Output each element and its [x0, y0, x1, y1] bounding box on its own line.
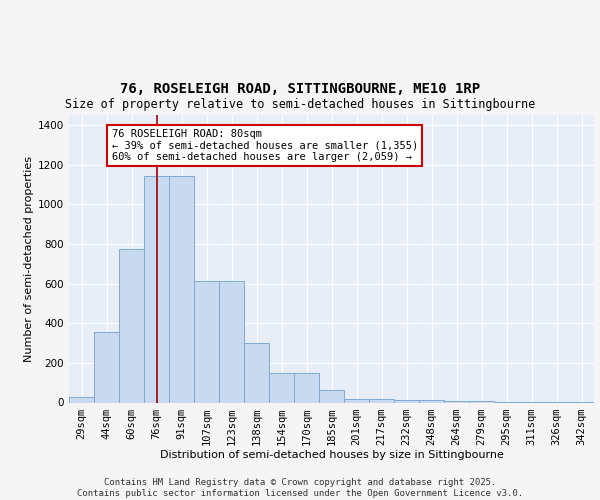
Bar: [194, 280, 219, 402]
Bar: [269, 373, 294, 402]
Bar: [444, 401, 469, 402]
X-axis label: Distribution of semi-detached houses by size in Sittingbourne: Distribution of semi-detached houses by …: [160, 450, 503, 460]
Y-axis label: Number of semi-detached properties: Number of semi-detached properties: [24, 156, 34, 362]
Text: Size of property relative to semi-detached houses in Sittingbourne: Size of property relative to semi-detach…: [65, 98, 535, 111]
Bar: [94, 332, 119, 402]
Bar: [219, 280, 244, 402]
Text: 76, ROSELEIGH ROAD, SITTINGBOURNE, ME10 1RP: 76, ROSELEIGH ROAD, SITTINGBOURNE, ME10 …: [120, 82, 480, 96]
Bar: [344, 399, 369, 402]
Bar: [469, 401, 494, 402]
Bar: [119, 249, 144, 402]
Bar: [144, 176, 169, 402]
Bar: [294, 373, 319, 402]
Bar: [169, 176, 194, 402]
Bar: [369, 399, 394, 402]
Bar: [394, 400, 419, 402]
Text: 76 ROSELEIGH ROAD: 80sqm
← 39% of semi-detached houses are smaller (1,355)
60% o: 76 ROSELEIGH ROAD: 80sqm ← 39% of semi-d…: [112, 129, 418, 162]
Bar: [69, 397, 94, 402]
Bar: [244, 343, 269, 402]
Text: Contains HM Land Registry data © Crown copyright and database right 2025.
Contai: Contains HM Land Registry data © Crown c…: [77, 478, 523, 498]
Bar: [319, 390, 344, 402]
Bar: [419, 400, 444, 402]
